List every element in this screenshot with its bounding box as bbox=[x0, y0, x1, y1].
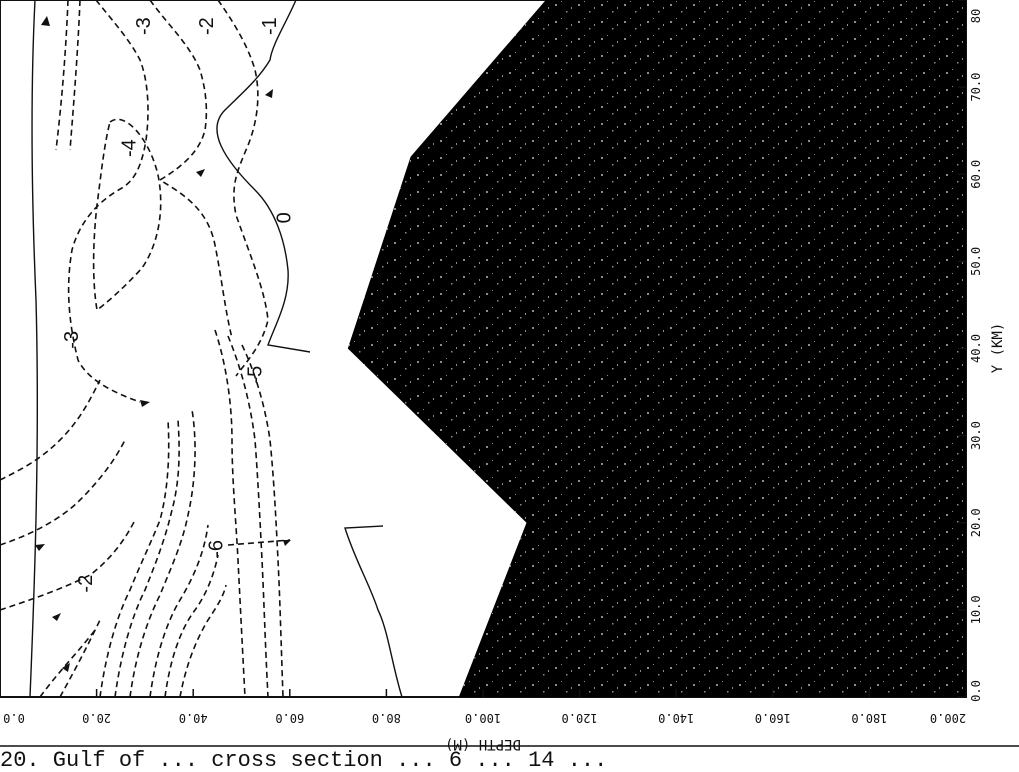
contour-label: -2 bbox=[75, 575, 97, 593]
y-tick-label: 10.0 bbox=[969, 595, 983, 624]
contour-line-left1 bbox=[0, 379, 101, 481]
x-tick-label: 120.0 bbox=[562, 711, 598, 725]
contour-arrows bbox=[35, 16, 291, 672]
contour-line-left5 bbox=[59, 619, 101, 697]
y-tick-label: 30.0 bbox=[969, 421, 983, 450]
x-axis-title: DEPTH (M) bbox=[445, 736, 521, 752]
x-tick-label: 140.0 bbox=[658, 711, 694, 725]
contour-label: 0 bbox=[273, 212, 295, 223]
terrain-speckle bbox=[347, 0, 966, 697]
x-tick-label: 100.0 bbox=[465, 711, 501, 725]
y-tick-label: 80 bbox=[969, 9, 983, 23]
contour-line-minus3 bbox=[67, 0, 149, 403]
contour-line-minus5a bbox=[214, 329, 246, 697]
contour-line-minus6 bbox=[227, 539, 291, 546]
contour-line-inner1 bbox=[99, 419, 170, 697]
contour-label: -2 bbox=[196, 17, 218, 35]
y-tick-label: 50.0 bbox=[969, 247, 983, 276]
x-tick-label: 60.0 bbox=[275, 711, 304, 725]
contour-line-inner3 bbox=[129, 409, 196, 697]
arrow-marker bbox=[196, 169, 205, 177]
contour-line-minus5c bbox=[241, 344, 284, 697]
contour-labels: -3 -2 -1 -4 0 -3 -5 -6 -2 bbox=[61, 17, 296, 592]
x-tick-label: 0.0 bbox=[3, 711, 25, 725]
arrow-marker bbox=[35, 544, 45, 551]
arrow-marker bbox=[265, 89, 273, 98]
arrow-marker bbox=[52, 613, 61, 621]
x-tick-label: 160.0 bbox=[755, 711, 791, 725]
x-axis: 0.0 20.0 40.0 60.0 80.0 100.0 120.0 140.0 160.0 1… bbox=[0, 689, 967, 725]
contour-label: -1 bbox=[259, 17, 281, 35]
y-tick-label: 60.0 bbox=[969, 160, 983, 189]
figure-caption: 20. Gulf of ... cross section ... 6 ... … bbox=[0, 748, 608, 772]
contour-line-left bbox=[29, 0, 39, 697]
contour-label: -3 bbox=[61, 331, 83, 349]
contour-label: -4 bbox=[119, 139, 141, 157]
contour-line-minus5b bbox=[227, 335, 269, 697]
contour-line-zero bbox=[216, 0, 311, 353]
contour-label: -3 bbox=[133, 17, 155, 35]
contour-line-minus2 bbox=[149, 0, 233, 339]
x-tick-label: 40.0 bbox=[179, 711, 208, 725]
arrow-marker bbox=[140, 400, 150, 407]
y-axis: 0.0 10.0 20.0 30.0 40.0 50.0 60.0 70.0 80 bbox=[958, 0, 983, 702]
contour-label: -6 bbox=[206, 540, 228, 558]
contour-line-top1 bbox=[55, 0, 69, 151]
dashed-contours bbox=[0, 0, 291, 697]
arrow-marker bbox=[41, 16, 50, 26]
contour-label: -5 bbox=[244, 366, 266, 384]
contour-line-inner4 bbox=[149, 524, 209, 697]
solid-contours bbox=[29, 0, 403, 697]
y-tick-label: 70.0 bbox=[969, 73, 983, 102]
y-tick-label: 20.0 bbox=[969, 508, 983, 537]
contour-line-inner5 bbox=[164, 554, 219, 697]
contour-line-left2 bbox=[0, 439, 126, 546]
contour-line-bottom bbox=[344, 525, 403, 697]
y-tick-label: 40.0 bbox=[969, 334, 983, 363]
contour-line-inner6 bbox=[179, 584, 227, 697]
x-tick-label: 200.0 bbox=[930, 711, 966, 725]
x-tick-label: 80.0 bbox=[372, 711, 401, 725]
y-tick-label: 0.0 bbox=[969, 680, 983, 702]
contour-line-minus4 bbox=[92, 118, 162, 312]
arrow-marker bbox=[62, 663, 70, 672]
contour-line-minus1 bbox=[217, 0, 269, 377]
contour-line-top2 bbox=[69, 0, 81, 151]
x-tick-label: 20.0 bbox=[82, 711, 111, 725]
arrow-marker bbox=[283, 540, 291, 546]
x-tick-label: 180.0 bbox=[851, 711, 887, 725]
contour-line-inner2 bbox=[114, 419, 180, 697]
y-axis-title: Y (KM) bbox=[990, 323, 1006, 374]
